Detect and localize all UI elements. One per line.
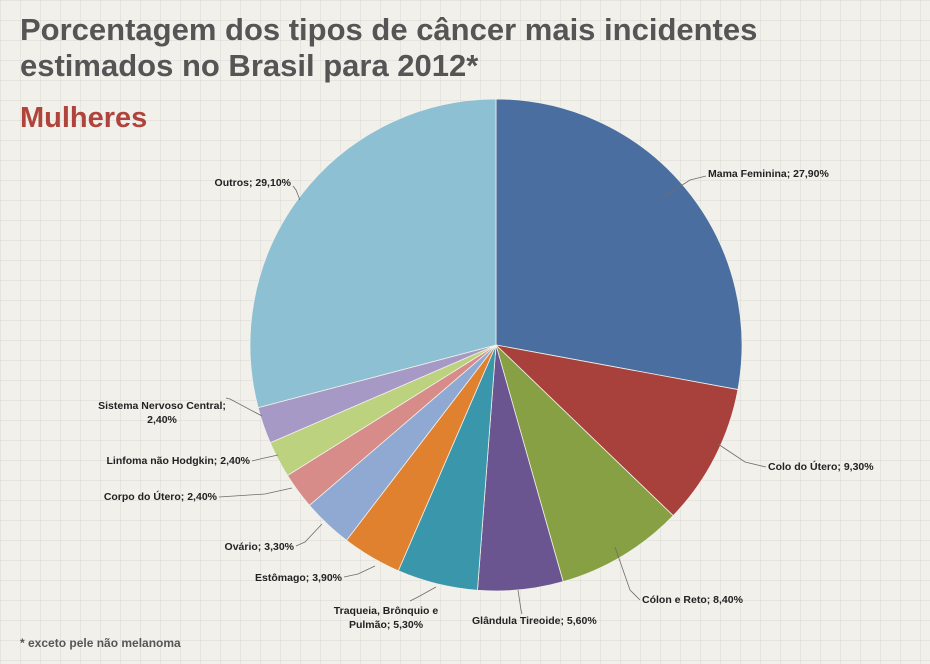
slice-labels: Mama Feminina; 27,90% Colo do Útero; 9,30… (98, 168, 874, 631)
slice-label-linfoma-nao-hodgkin: Linfoma não Hodgkin; 2,40% (106, 455, 250, 467)
slice-label-ovario: Ovário; 3,30% (225, 541, 295, 553)
leader-lines (218, 175, 767, 615)
slice-label-traqueia-bronquio-e-pulmao: Traqueia, Brônquio e Pulmão; 5,30% (334, 605, 439, 631)
chart-subtitle: Mulheres (20, 102, 148, 134)
leader-line-linfoma-nao-hodgkin (251, 454, 279, 462)
pie-slice-colo-do-utero (494, 344, 739, 517)
chart-title: Porcentagem dos tipos de câncer mais inc… (20, 12, 758, 83)
leader-line-colon-e-reto (614, 546, 641, 601)
slice-label-mama-feminina: Mama Feminina; 27,90% (708, 168, 829, 180)
slice-label-glandula-tireoide: Glândula Tireoide; 5,60% (472, 615, 597, 627)
leader-line-glandula-tireoide (517, 589, 523, 615)
slice-label-outros: Outros; 29,10% (215, 177, 292, 189)
leader-line-mama-feminina (661, 175, 707, 199)
slice-label-corpo-do-utero: Corpo do Útero; 2,40% (104, 490, 218, 503)
slice-label-sistema-nervoso-central: Sistema Nervoso Central; 2,40% (98, 400, 226, 426)
slice-label-colon-e-reto: Cólon e Reto; 8,40% (642, 594, 744, 606)
pie-slice-colon-e-reto (495, 343, 674, 583)
slice-label-estomago: Estômago; 3,90% (255, 572, 343, 584)
leader-line-ovario (295, 523, 323, 547)
leader-line-colo-do-utero (717, 443, 767, 468)
leader-line-traqueia-bronquio-e-pulmao (409, 586, 437, 602)
leader-line-estomago (343, 565, 376, 578)
leader-line-outros (292, 185, 301, 201)
pie-slices (249, 98, 743, 592)
pie-slice-outros (249, 98, 497, 409)
leader-line-sistema-nervoso-central (225, 397, 263, 417)
slice-label-colo-do-utero: Colo do Útero; 9,30% (768, 460, 874, 473)
footnote: * exceto pele não melanoma (20, 636, 181, 650)
leader-line-corpo-do-utero (218, 487, 293, 498)
pie-slice-mama-feminina (495, 98, 743, 391)
